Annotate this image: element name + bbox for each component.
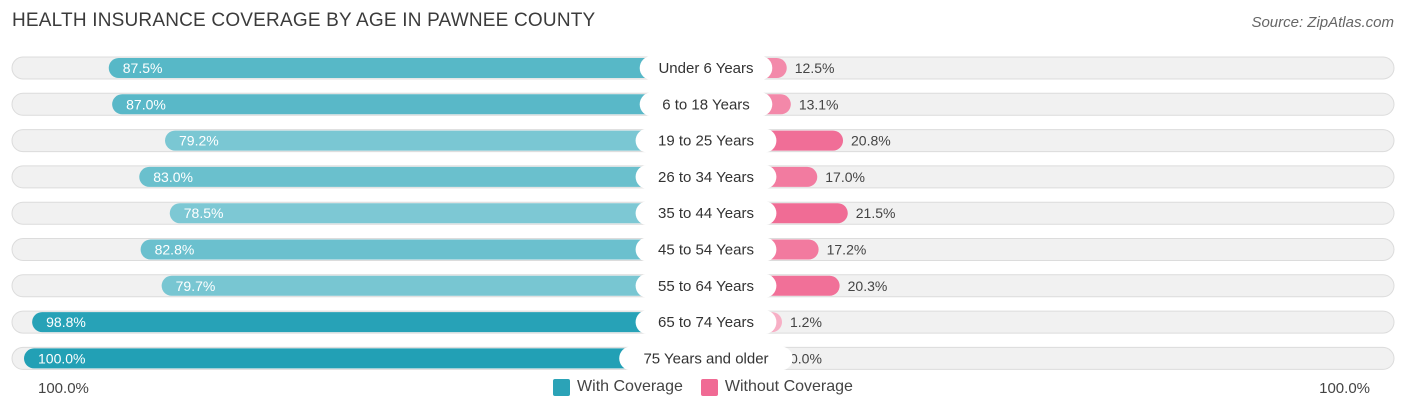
value-label-without-coverage: 12.5% <box>795 60 835 76</box>
category-label-background <box>619 346 793 371</box>
legend-swatch-without-coverage <box>700 378 718 396</box>
category-label: 26 to 34 Years <box>658 169 754 186</box>
value-label-with-coverage: 98.8% <box>46 314 86 330</box>
category-label-background <box>635 164 777 189</box>
category-label: 45 to 54 Years <box>658 242 754 259</box>
bar-with-coverage <box>139 166 702 187</box>
category-label: 65 to 74 Years <box>658 314 754 331</box>
value-label-with-coverage: 78.5% <box>184 205 224 221</box>
legend-item-without-coverage[interactable]: Without Coverage <box>700 378 853 396</box>
value-label-with-coverage: 83.0% <box>153 169 193 185</box>
value-label-without-coverage: 20.3% <box>848 278 888 294</box>
source-label: Source: ZipAtlas.com <box>1251 14 1394 31</box>
legend-label-without-coverage: Without Coverage <box>724 378 853 395</box>
value-label-without-coverage: 17.2% <box>827 242 867 258</box>
value-label-with-coverage: 87.0% <box>126 96 166 112</box>
value-label-with-coverage: 82.8% <box>155 242 195 258</box>
bar-with-coverage <box>140 239 703 260</box>
category-label: 6 to 18 Years <box>662 96 750 113</box>
value-label-with-coverage: 87.5% <box>123 60 163 76</box>
category-label-background <box>639 92 773 117</box>
value-label-without-coverage: 13.1% <box>799 96 839 112</box>
bar-with-coverage <box>108 58 702 78</box>
value-label-with-coverage: 79.7% <box>176 278 216 294</box>
value-label-with-coverage: 79.2% <box>179 133 219 149</box>
legend-label-with-coverage: With Coverage <box>577 378 683 395</box>
category-label: 75 Years and older <box>643 350 768 367</box>
category-label-background <box>635 310 777 335</box>
value-label-without-coverage: 17.0% <box>825 169 865 185</box>
bar-with-coverage <box>32 312 703 333</box>
category-label-background <box>635 273 777 298</box>
axis-left-label: 100.0% <box>38 380 89 397</box>
bar-with-coverage <box>161 275 702 296</box>
bar-with-coverage <box>112 94 702 115</box>
legend-swatch-with-coverage <box>553 378 571 396</box>
bar-with-coverage <box>169 203 702 224</box>
category-label-background <box>635 128 777 153</box>
bar-with-coverage <box>24 348 702 369</box>
value-label-without-coverage: 20.8% <box>851 133 891 149</box>
category-label: 19 to 25 Years <box>658 133 754 150</box>
category-label: Under 6 Years <box>658 60 753 77</box>
bar-with-coverage <box>165 130 703 151</box>
legend: With Coverage Without Coverage <box>0 378 1406 396</box>
value-label-without-coverage: 1.2% <box>790 314 822 330</box>
category-label-background <box>635 201 777 226</box>
category-label-background <box>639 56 773 80</box>
category-label-background <box>635 237 777 262</box>
value-label-without-coverage: 21.5% <box>856 205 896 221</box>
legend-item-with-coverage[interactable]: With Coverage <box>553 378 683 396</box>
category-label: 35 to 44 Years <box>658 205 754 222</box>
chart-title: HEALTH INSURANCE COVERAGE BY AGE IN PAWN… <box>12 10 596 31</box>
category-label: 55 to 64 Years <box>658 278 754 295</box>
value-label-with-coverage: 100.0% <box>38 350 85 366</box>
axis-right-label: 100.0% <box>1319 380 1370 397</box>
value-label-without-coverage: 0.0% <box>790 350 822 366</box>
